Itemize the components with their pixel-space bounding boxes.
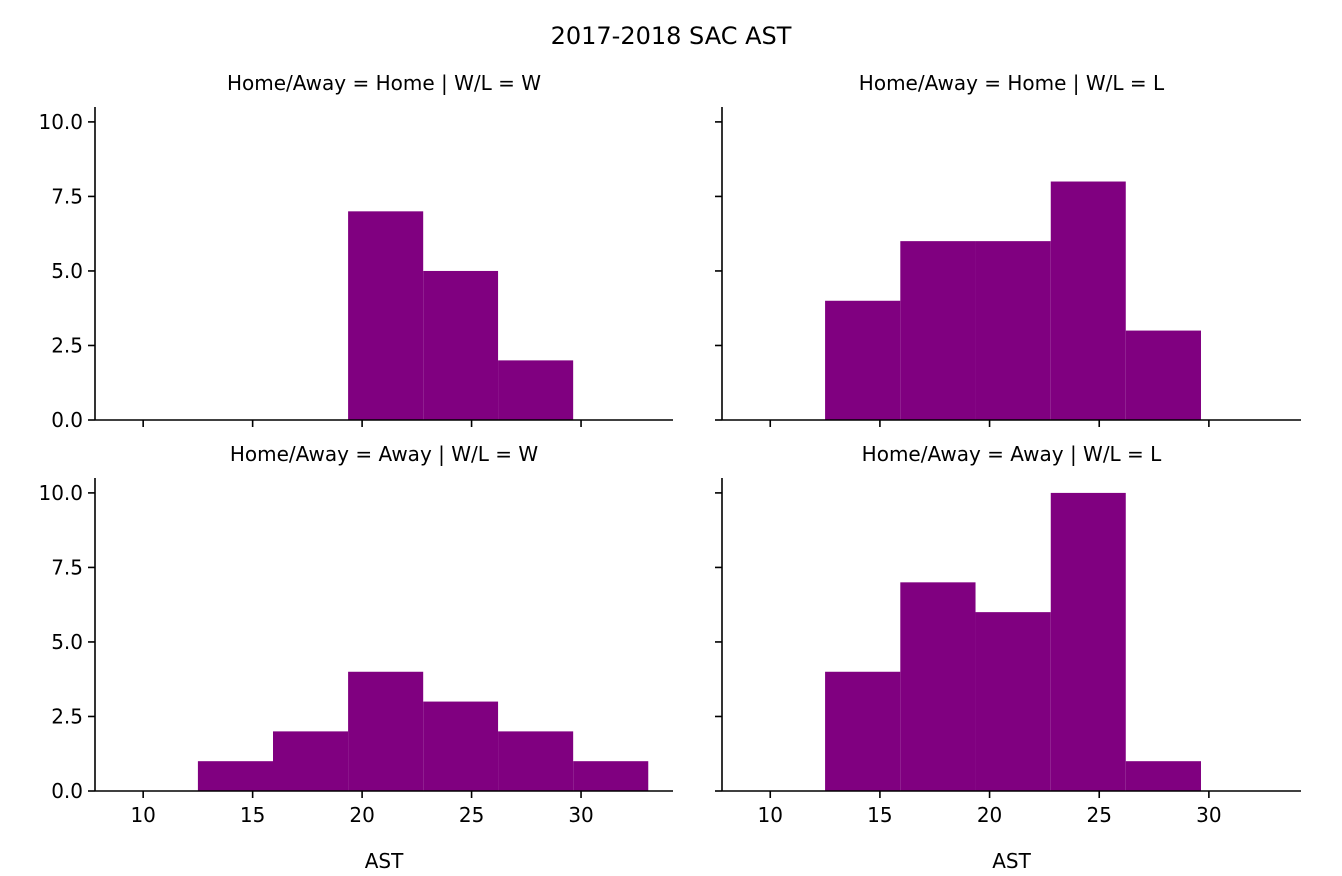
x-tick-label: 20 xyxy=(977,803,1002,827)
y-tick-label: 2.5 xyxy=(51,333,83,357)
x-tick-label: 20 xyxy=(349,803,374,827)
facet-panel-3: Home/Away = Away | W/L = W 0.0 2.5 5.0 7.5 10… xyxy=(38,442,673,873)
histogram-bar-2 xyxy=(900,582,976,791)
y-tick-label: 2.5 xyxy=(51,704,83,728)
histogram-bar-4 xyxy=(1050,181,1126,420)
histogram-bar-1 xyxy=(197,761,273,791)
figure-title: 2017-2018 SAC AST xyxy=(551,22,792,50)
histogram-bar-4 xyxy=(1050,492,1126,791)
x-axis-label: AST xyxy=(992,849,1031,873)
histogram-bar-5 xyxy=(1125,330,1201,420)
histogram-bar-6 xyxy=(573,761,649,791)
x-tick-label: 15 xyxy=(867,803,892,827)
histogram-bar-3 xyxy=(975,241,1051,420)
histogram-bar-5 xyxy=(498,731,574,791)
x-tick-label: 25 xyxy=(459,803,484,827)
histogram-bar-2 xyxy=(900,241,976,420)
panel-title: Home/Away = Away | W/L = W xyxy=(230,442,538,466)
facet-panels: Home/Away = Home | W/L = W 0.0 2.5 5.0 7.5 10… xyxy=(38,71,1301,873)
y-tick-label: 0.0 xyxy=(51,408,83,432)
y-tick-label: 5.0 xyxy=(51,259,83,283)
panel-title: Home/Away = Home | W/L = W xyxy=(227,71,541,95)
x-tick-label: 15 xyxy=(240,803,265,827)
histogram-bar-5 xyxy=(498,360,574,420)
y-tick-label: 7.5 xyxy=(51,184,83,208)
y-tick-label: 7.5 xyxy=(51,555,83,579)
histogram-bar-5 xyxy=(1125,761,1201,791)
histogram-bar-4 xyxy=(423,701,499,791)
histogram-bar-3 xyxy=(975,612,1051,791)
histogram-bar-1 xyxy=(825,671,901,791)
x-tick-label: 30 xyxy=(568,803,593,827)
y-tick-label: 5.0 xyxy=(51,630,83,654)
facet-panel-2: Home/Away = Home | W/L = L xyxy=(715,71,1301,427)
facet-panel-4: Home/Away = Away | W/L = L 10 15 20 25 30 AST xyxy=(715,442,1301,873)
panel-title: Home/Away = Away | W/L = L xyxy=(862,442,1162,466)
x-tick-label: 30 xyxy=(1196,803,1221,827)
x-tick-label: 25 xyxy=(1087,803,1112,827)
histogram-bar-3 xyxy=(348,671,424,791)
x-tick-label: 10 xyxy=(758,803,783,827)
x-axis-label: AST xyxy=(365,849,404,873)
histogram-bar-3 xyxy=(348,211,424,420)
x-tick-label: 10 xyxy=(130,803,155,827)
facet-panel-1: Home/Away = Home | W/L = W 0.0 2.5 5.0 7.5 10… xyxy=(38,71,673,432)
histogram-bar-4 xyxy=(423,270,499,420)
y-tick-label: 10.0 xyxy=(38,110,83,134)
panel-title: Home/Away = Home | W/L = L xyxy=(859,71,1165,95)
y-tick-label: 0.0 xyxy=(51,779,83,803)
y-tick-label: 10.0 xyxy=(38,481,83,505)
histogram-bar-1 xyxy=(825,300,901,420)
histogram-bar-2 xyxy=(272,731,349,791)
